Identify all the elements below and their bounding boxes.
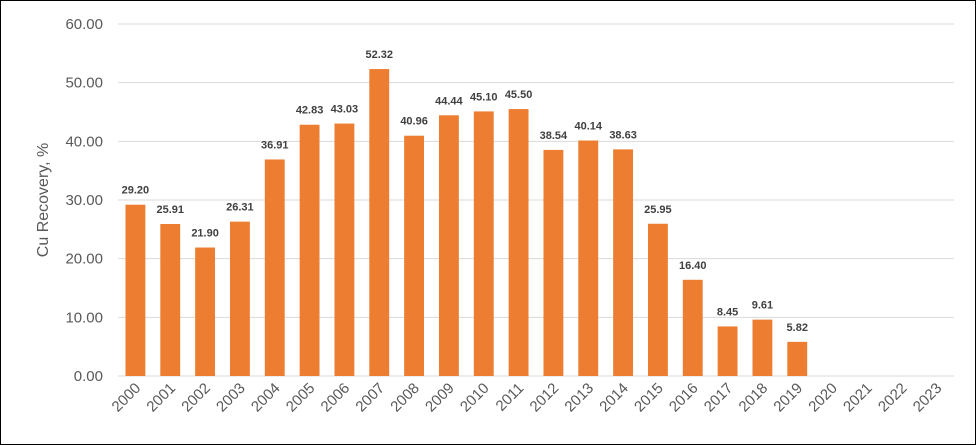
data-label-2012: 38.54 [540,130,568,142]
data-label-2019: 5.82 [787,322,808,334]
x-tick-label: 2018 [736,380,772,416]
data-label-2003: 26.31 [226,202,254,214]
bar-2018 [752,319,773,376]
y-tick-label: 60.00 [65,16,103,33]
gridlines [118,23,954,377]
x-tick-label: 2005 [283,380,319,416]
data-label-2005: 42.83 [296,105,324,117]
data-label-2008: 40.96 [400,116,428,128]
data-label-2004: 36.91 [261,139,289,151]
x-tick-label: 2020 [805,380,841,416]
data-label-2006: 43.03 [331,104,359,116]
bar-2007 [369,69,390,376]
bar-2016 [682,279,703,376]
bar-2012 [543,149,564,376]
data-label-2015: 25.95 [644,204,672,216]
data-label-2016: 16.40 [679,260,707,272]
data-label-2007: 52.32 [365,49,393,61]
data-label-2010: 45.10 [470,91,498,103]
bar-2015 [647,223,668,376]
bars [125,69,808,377]
y-tick-label: 0.00 [74,368,103,385]
y-axis-ticks: 0.00 10.00 20.00 30.00 40.00 50.00 60.00 [65,16,103,385]
x-tick-label: 2014 [596,380,632,416]
x-tick-label: 2021 [840,380,876,416]
x-tick-label: 2023 [910,380,946,416]
data-label-2014: 38.63 [609,129,637,141]
bar-2013 [578,140,599,376]
data-label-2011: 45.50 [505,89,533,101]
x-tick-label: 2022 [875,380,911,416]
x-tick-label: 2002 [178,380,214,416]
data-label-2001: 25.91 [156,204,184,216]
bar-2006 [334,123,355,376]
bar-2019 [787,341,808,376]
x-tick-label: 2011 [493,380,528,415]
data-label-2009: 44.44 [435,95,463,107]
bar-2001 [160,223,181,376]
bar-2010 [473,111,494,376]
bar-2008 [404,135,425,376]
data-label-2013: 40.14 [574,121,602,133]
bar-2014 [613,149,634,376]
x-axis-ticks: 2000 2001 2002 2003 2004 2005 2006 2007 2008 2009… [109,380,946,416]
x-tick-label: 2007 [352,380,388,416]
bar-2005 [299,124,320,376]
x-tick-label: 2015 [631,380,667,416]
x-tick-label: 2009 [422,380,458,416]
y-tick-label: 50.00 [65,75,103,92]
x-tick-label: 2001 [143,380,179,416]
x-tick-label: 2013 [561,380,597,416]
bar-2000 [125,204,146,376]
data-label-2018: 9.61 [752,300,773,312]
x-tick-label: 2006 [318,380,354,416]
x-tick-label: 2003 [213,380,249,416]
y-tick-label: 20.00 [65,251,103,268]
data-labels: 29.20 25.91 21.90 26.31 36.91 42.83 43.03 52.32… [122,49,808,334]
data-label-2000: 29.20 [122,185,150,197]
data-label-2002: 21.90 [191,228,219,240]
x-tick-label: 2010 [457,380,493,416]
bar-2003 [229,221,250,376]
x-tick-label: 2004 [248,380,284,416]
bar-2017 [717,326,738,376]
bar-2004 [264,159,285,376]
x-tick-label: 2012 [527,380,563,416]
y-tick-label: 10.00 [65,309,103,326]
x-tick-label: 2017 [701,380,737,416]
x-tick-label: 2008 [387,380,423,416]
bar-2011 [508,109,529,377]
y-axis-title: Cu Recovery, % [35,143,52,257]
y-tick-label: 30.00 [65,192,103,209]
x-tick-label: 2019 [770,380,806,416]
bar-2002 [195,247,216,376]
data-label-2017: 8.45 [717,306,738,318]
x-tick-label: 2000 [109,380,145,416]
bar-2009 [438,115,459,376]
y-tick-label: 40.00 [65,133,103,150]
x-tick-label: 2016 [666,380,702,416]
